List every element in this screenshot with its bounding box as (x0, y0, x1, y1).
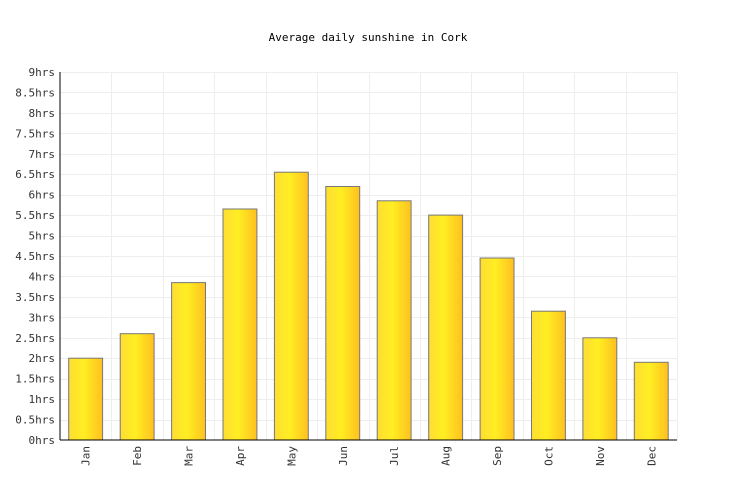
bar-jan (68, 357, 104, 441)
y-tick-label: 4hrs (29, 270, 56, 283)
y-tick-label: 8hrs (29, 107, 56, 120)
y-tick-label: 2.5hrs (15, 332, 55, 345)
y-tick-label: 8.5hrs (15, 86, 55, 99)
bar-aug (428, 214, 464, 441)
y-tick-label: 7.5hrs (15, 127, 55, 140)
x-tick-label: Nov (594, 446, 607, 466)
bar-sep (479, 257, 515, 441)
x-tick-label: Aug (440, 446, 453, 466)
bar-jun (325, 186, 361, 441)
y-tick-label: 6hrs (29, 189, 56, 202)
y-tick-label: 7hrs (29, 148, 56, 161)
y-tick-label: 0.5hrs (15, 414, 55, 427)
x-tick-label: Dec (645, 446, 658, 466)
x-tick-label: Apr (234, 446, 247, 466)
y-tick-label: 6.5hrs (15, 168, 55, 181)
bar-oct (531, 310, 566, 441)
bar-apr (222, 208, 258, 441)
y-tick-label: 3hrs (29, 311, 56, 324)
x-tick-label: Oct (542, 446, 555, 466)
chart-title: Average daily sunshine in Cork (269, 31, 468, 44)
x-tick-label: Feb (131, 446, 144, 466)
y-tick-label: 3.5hrs (15, 291, 55, 304)
bars (68, 171, 669, 441)
x-tick-label: Sep (491, 446, 504, 466)
x-tick-label: Jul (388, 446, 401, 466)
x-tick-labels: Jan Feb Mar Apr May Jun Jul Aug Sep Oct Nov Dec (80, 446, 659, 466)
x-tick-label: Mar (183, 446, 196, 466)
bar-mar (171, 282, 207, 441)
bar-dec (633, 361, 669, 441)
x-tick-label: May (285, 446, 298, 466)
bar-nov (582, 337, 618, 441)
y-tick-label: 1hrs (29, 393, 56, 406)
x-tick-label: Jan (80, 446, 93, 466)
x-tick-label: Jun (337, 446, 350, 466)
bar-feb (119, 333, 155, 441)
y-tick-label: 5hrs (29, 230, 56, 243)
bar-jul (376, 200, 412, 441)
y-tick-label: 0hrs (29, 434, 56, 447)
grid-lines (60, 72, 678, 440)
bar-may (273, 171, 309, 441)
y-tick-label: 9hrs (29, 66, 56, 79)
axes (59, 72, 677, 441)
y-tick-label: 1.5hrs (15, 373, 55, 386)
y-tick-label: 2hrs (29, 352, 56, 365)
y-tick-label: 4.5hrs (15, 250, 55, 263)
y-tick-labels: 0hrs 0.5hrs 1hrs 1.5hrs 2hrs 2.5hrs 3hrs 3.5hrs… (15, 66, 55, 447)
y-tick-label: 5.5hrs (15, 209, 55, 222)
